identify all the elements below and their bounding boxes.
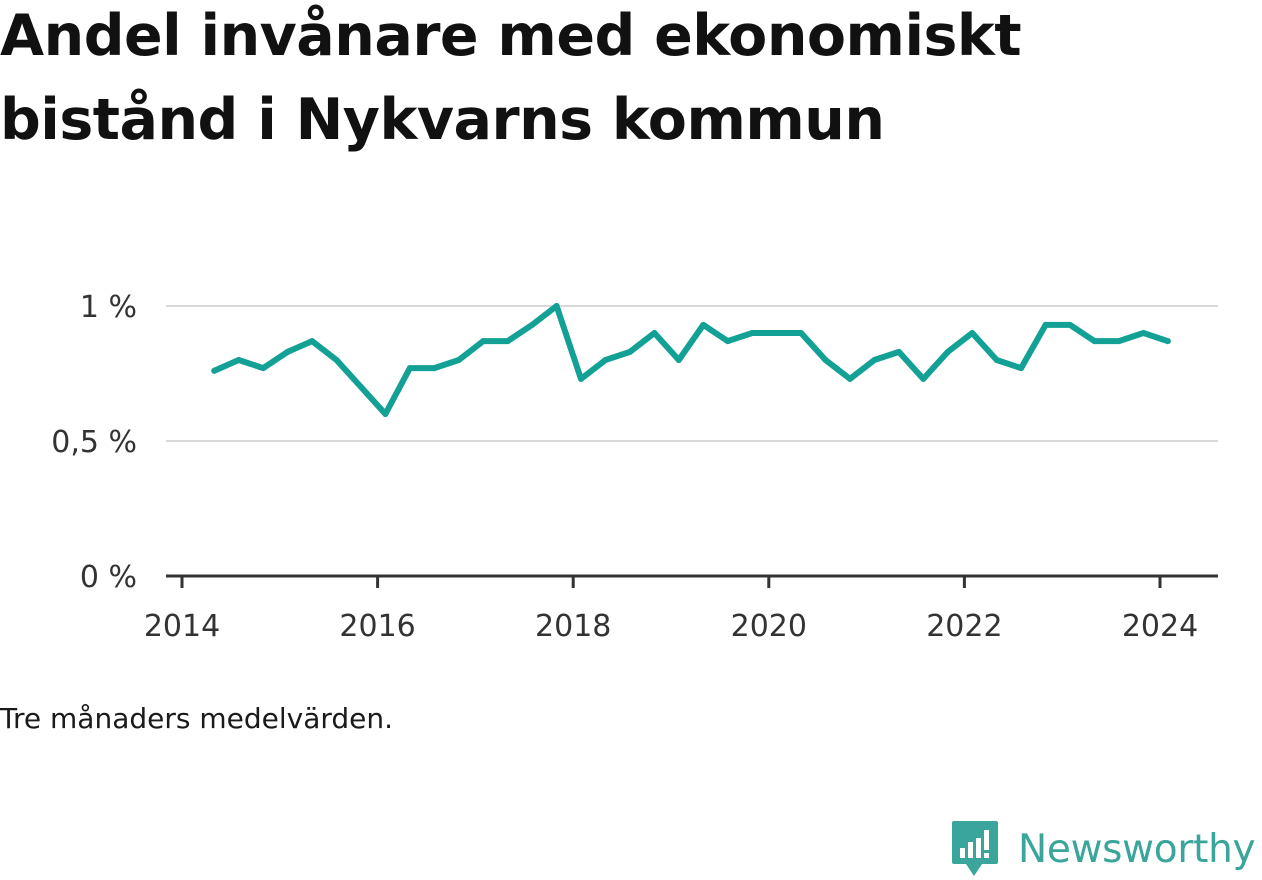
x-tick-label: 2016 [339,609,415,644]
series-layer [211,303,1171,417]
data-point [1091,338,1098,345]
data-point [529,321,536,328]
grid-lines [166,305,1218,442]
data-point [895,348,902,355]
chart-title: Andel invånare med ekonomiskt bistånd i … [0,3,1022,153]
data-point [211,367,218,374]
bar-chart-speech-bubble-icon [952,821,998,876]
data-point [993,357,1000,363]
data-point [431,365,438,372]
data-point [920,375,927,382]
data-point [1018,365,1025,372]
data-point [651,330,658,336]
data-point [871,357,878,363]
data-point [969,330,976,336]
data-point [700,321,707,328]
data-point [1164,338,1171,345]
chart-note: Tre månaders medelvärden. [0,702,394,735]
data-point [1140,330,1147,336]
data-point [1115,338,1122,345]
data-point [455,357,462,363]
data-point [235,357,242,363]
data-point [357,384,364,390]
data-point [284,348,291,355]
x-tick-label: 2022 [926,609,1002,644]
data-point [382,411,389,417]
data-point [480,338,487,345]
data-point [749,330,756,336]
data-point [798,330,805,336]
y-tick-label: 1 % [80,290,137,325]
data-point [773,330,780,336]
brand-name: Newsworthy [1018,826,1256,872]
x-tick-label: 2014 [144,609,220,644]
data-point [1067,321,1074,328]
data-point [260,365,267,372]
y-tick-label: 0,5 % [51,425,137,460]
data-point [846,375,853,382]
data-point [578,375,585,382]
data-point [504,338,511,345]
y-axis-labels: 0 % 0,5 % 1 % [51,290,137,595]
data-point [309,338,316,345]
data-point [1042,321,1049,328]
x-tick-label: 2018 [535,609,611,644]
data-point [626,348,633,355]
data-point [333,357,340,363]
x-axis [166,574,1218,588]
x-tick-label: 2020 [731,609,807,644]
data-point [944,348,951,355]
brand-logo: Newsworthy [950,818,1256,880]
data-point [822,357,829,363]
data-point [406,365,413,372]
data-point [602,357,609,363]
data-point [553,303,560,309]
x-axis-labels: 2014 2016 2018 2020 2022 2024 [144,609,1198,644]
y-tick-label: 0 % [80,560,137,595]
series-line [211,303,1171,417]
x-tick-label: 2024 [1122,609,1198,644]
data-point [724,338,731,345]
data-point [675,357,682,363]
